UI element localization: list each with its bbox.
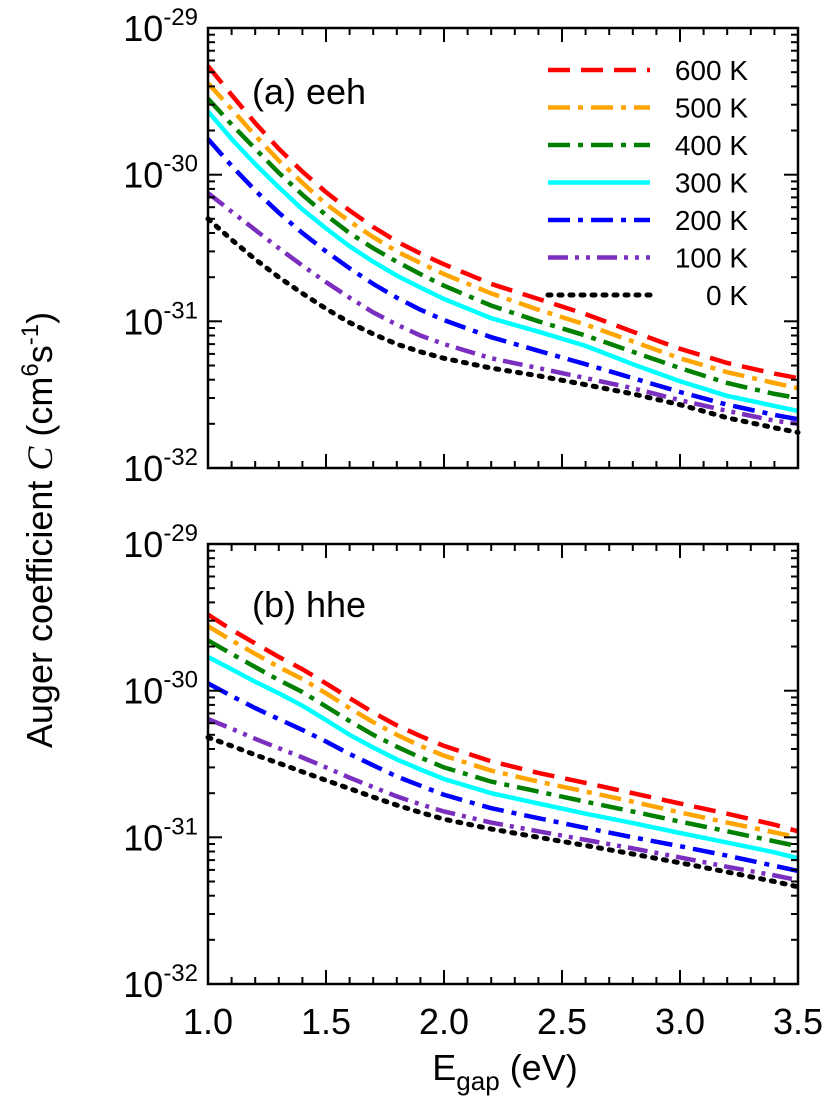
panel-b-series-600k [206,612,799,834]
x-tick-label: 3.0 [655,1001,705,1042]
panel-a-y-tick-label-base: 10 [123,448,163,489]
panel-b-series-500k [206,624,799,840]
legend-label-400k: 400 K [675,130,748,161]
panel-a-y-tick-label: 10-29 [123,4,198,49]
panel-a-series-0k [205,216,801,435]
panel-a-series [205,64,801,435]
x-axis-title: Egap (eV) [432,1047,577,1096]
panel-a-label: (a) eeh [252,71,366,112]
y-axis-title-unit-exp1: 6 [17,363,44,376]
panel-b-series-400k [206,638,799,849]
x-tick-label: 1.0 [183,1001,233,1042]
panel-b-y-tick-label-exponent: -32 [163,960,198,987]
y-axis-title-text: Auger coefficient [19,471,60,749]
panel-b-y-tick-label: 10-31 [123,813,198,858]
panel-a-y-tick-label-exponent: -30 [163,151,198,178]
legend-label-600k: 600 K [675,55,748,86]
panel-a-y-tick-label-exponent: -31 [163,297,198,324]
panel-a-frame [206,26,800,470]
panel-b-y-tick-label-base: 10 [123,817,163,858]
y-axis-title-unit-open: (cm [19,377,60,447]
x-axis-title-main: E [432,1047,456,1088]
panel-a-series-200k [206,137,799,422]
panel-b-y-tick-label: 10-32 [123,960,198,1005]
x-tick-label: 1.5 [301,1001,351,1042]
panel-a-y-tick-label-exponent: -29 [163,4,198,31]
panel-b-series-300k [206,654,799,861]
panel-b-y-tick-label-exponent: -29 [163,520,198,547]
x-axis-title-subscript: gap [456,1066,499,1096]
x-tick-labels: 1.0 1.5 2.0 2.5 3.0 3.5 [183,1001,823,1042]
x-tick-label: 3.5 [773,1001,823,1042]
panel-a-series-300k [206,109,799,414]
panel-b-series [205,612,801,890]
panel-a-series-500k [206,81,799,391]
panel-b-label: (b) hhe [252,584,366,625]
y-axis-title-unit-mid: s [19,345,60,363]
panel-b-y-tick-label-exponent: -31 [163,813,198,840]
panel-b-y-tick-label: 10-29 [123,520,198,565]
panel-b-y-tick-label-base: 10 [123,964,163,1005]
legend-label-500k: 500 K [675,93,748,124]
panel-b-ticks [207,543,799,985]
panel-b-series-200k [206,681,799,874]
legend-label-300k: 300 K [675,168,748,199]
y-axis-title-unit-close: ) [19,312,60,324]
y-axis-title-symbol: C [20,446,60,471]
x-tick-label: 2.5 [537,1001,587,1042]
panel-b-y-tick-label-base: 10 [123,671,163,712]
panel-b-frame [206,542,800,986]
legend-label-0k: 0 K [706,280,748,311]
panel-a-y-tick-label: 10-31 [123,297,198,342]
panel-b-series-0k [205,734,801,890]
y-axis-title-unit-exp2: -1 [17,324,44,345]
legend: 600 K 500 K 400 K 300 K 200 K 100 K 0 K [545,55,748,311]
y-axis-title: Auger coefficient C (cm6s-1) [17,312,60,748]
panel-a-series-600k [206,64,799,381]
x-axis-title-unit: (eV) [500,1047,578,1088]
panel-a-y-tick-label-exponent: -32 [163,444,198,471]
panel-b-y-tick-label-exponent: -30 [163,667,198,694]
legend-label-100k: 100 K [675,243,748,274]
panel-a-y-tick-label-base: 10 [123,8,163,49]
legend-label-200k: 200 K [675,205,748,236]
panel-a-y-tick-label: 10-30 [123,151,198,196]
panel-a-series-400k [206,97,799,401]
panel-a-series-100k [206,191,799,427]
panel-a-ticks [207,27,799,469]
panel-b-y-tick-label-base: 10 [123,524,163,565]
panel-b-y-tick-label: 10-30 [123,667,198,712]
panel-a-y-tick-label: 10-32 [123,444,198,489]
x-tick-label: 2.0 [419,1001,469,1042]
panel-a-y-tick-label-base: 10 [123,155,163,196]
panel-b-series-100k [207,717,799,883]
panel-a-y-tick-label-base: 10 [123,301,163,342]
